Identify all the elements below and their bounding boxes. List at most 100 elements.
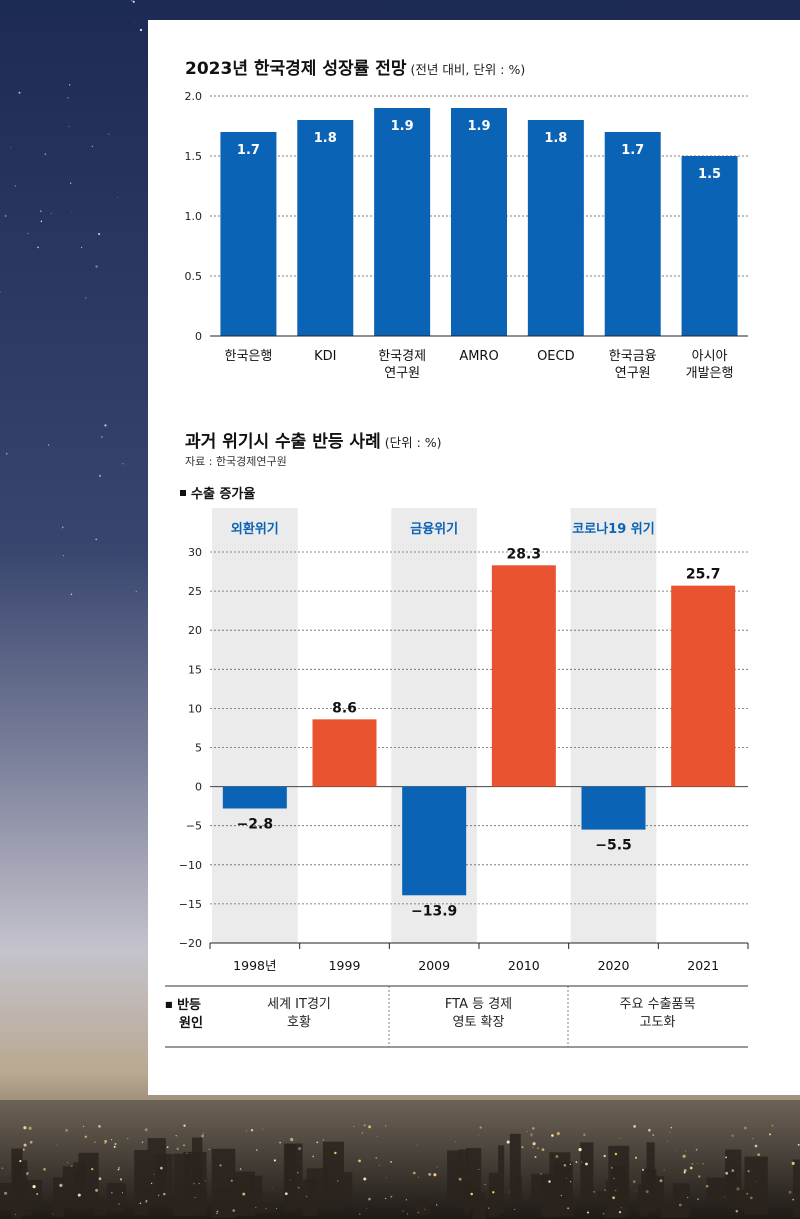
city-light (792, 1198, 795, 1201)
data-label: −13.9 (411, 903, 457, 919)
city-light (114, 1143, 117, 1145)
city-light (378, 1165, 380, 1167)
star (117, 197, 119, 198)
x-tick-label: OECD (537, 349, 575, 364)
star (71, 211, 72, 212)
city-light (587, 1211, 589, 1214)
city-light (163, 1192, 166, 1196)
city-light (506, 1140, 510, 1144)
building (553, 1162, 573, 1217)
building (11, 1148, 23, 1219)
city-light (669, 1131, 671, 1133)
city-light (619, 1137, 622, 1139)
city-light (56, 1144, 58, 1146)
city-light (698, 1175, 701, 1178)
star (50, 212, 52, 214)
x-tick-label: 한국금융 (609, 349, 657, 364)
city-light (208, 1148, 211, 1151)
bar (312, 719, 377, 787)
city-light (84, 1135, 88, 1139)
y-tick-label: 20 (188, 624, 202, 637)
city-light (198, 1182, 200, 1185)
building (458, 1149, 468, 1208)
city-light (77, 1193, 81, 1197)
x-tick-label: KDI (314, 349, 336, 364)
city-light (250, 1128, 254, 1132)
city-light (119, 1178, 123, 1181)
bar (581, 786, 646, 830)
city-light (28, 1126, 32, 1130)
city-light (470, 1192, 473, 1196)
city-light (540, 1173, 542, 1175)
city-light (755, 1181, 757, 1183)
city-light (271, 1187, 273, 1189)
city-light (359, 1213, 361, 1215)
star (98, 474, 102, 478)
data-label: 1.7 (621, 143, 644, 158)
star (6, 453, 8, 455)
city-light (94, 1141, 96, 1143)
data-label: 28.3 (507, 546, 542, 562)
rebound-reason-1: 세계 IT경기 호황 (267, 997, 331, 1030)
city-light (201, 1134, 204, 1138)
rebound-reason-label: ■ 반등 원인 (165, 998, 203, 1031)
city-light (691, 1163, 694, 1165)
city-light (361, 1132, 363, 1134)
city-light (532, 1142, 536, 1146)
city-light (43, 1167, 46, 1171)
y-tick-label: −10 (179, 859, 202, 872)
city-light (153, 1173, 155, 1175)
star (95, 265, 98, 268)
star (130, 0, 133, 2)
city-light (67, 1162, 69, 1164)
city-light (788, 1190, 792, 1194)
building (498, 1145, 505, 1214)
city-light (674, 1149, 676, 1151)
city-light (532, 1146, 534, 1148)
bar (374, 108, 431, 336)
city-light (735, 1210, 739, 1213)
crisis-label: 외환위기 (231, 521, 279, 537)
y-tick-label: −15 (179, 898, 202, 911)
data-label: 1.7 (237, 143, 260, 158)
city-light (298, 1147, 302, 1151)
building (580, 1142, 594, 1205)
bar (451, 108, 507, 336)
y-tick-label: 1.5 (185, 150, 203, 163)
city-light (578, 1148, 582, 1152)
city-light (744, 1126, 747, 1130)
city-light (402, 1210, 404, 1212)
city-light (428, 1172, 432, 1176)
city-light (265, 1207, 267, 1210)
star (44, 153, 47, 155)
building (162, 1196, 181, 1207)
city-light (158, 1194, 160, 1197)
city-light (65, 1128, 69, 1132)
star (67, 97, 69, 99)
city-light (567, 1207, 570, 1210)
city-light (219, 1164, 222, 1167)
city-light (297, 1171, 299, 1174)
city-light (514, 1208, 516, 1211)
chart1-title: 2023년 한국경제 성장률 전망 (전년 대비, 단위 : %) (185, 59, 526, 79)
chart2-subtitle: (단위 : %) (384, 435, 442, 450)
star (134, 22, 136, 23)
city-light (160, 1166, 163, 1170)
building (322, 1141, 344, 1209)
city-light (407, 1213, 408, 1215)
city-light (71, 1165, 73, 1167)
data-label: 8.6 (332, 700, 357, 716)
city-light (682, 1154, 686, 1158)
city-light (534, 1155, 537, 1159)
building (415, 1198, 429, 1215)
city-light (176, 1147, 179, 1150)
city-light (104, 1142, 107, 1144)
city-light (478, 1134, 480, 1135)
city-light (144, 1200, 148, 1203)
city-light (98, 1125, 101, 1128)
city-light (216, 1212, 218, 1215)
city-light (454, 1141, 456, 1143)
city-light (769, 1133, 771, 1136)
city-light (4, 1191, 8, 1195)
star (10, 146, 12, 148)
